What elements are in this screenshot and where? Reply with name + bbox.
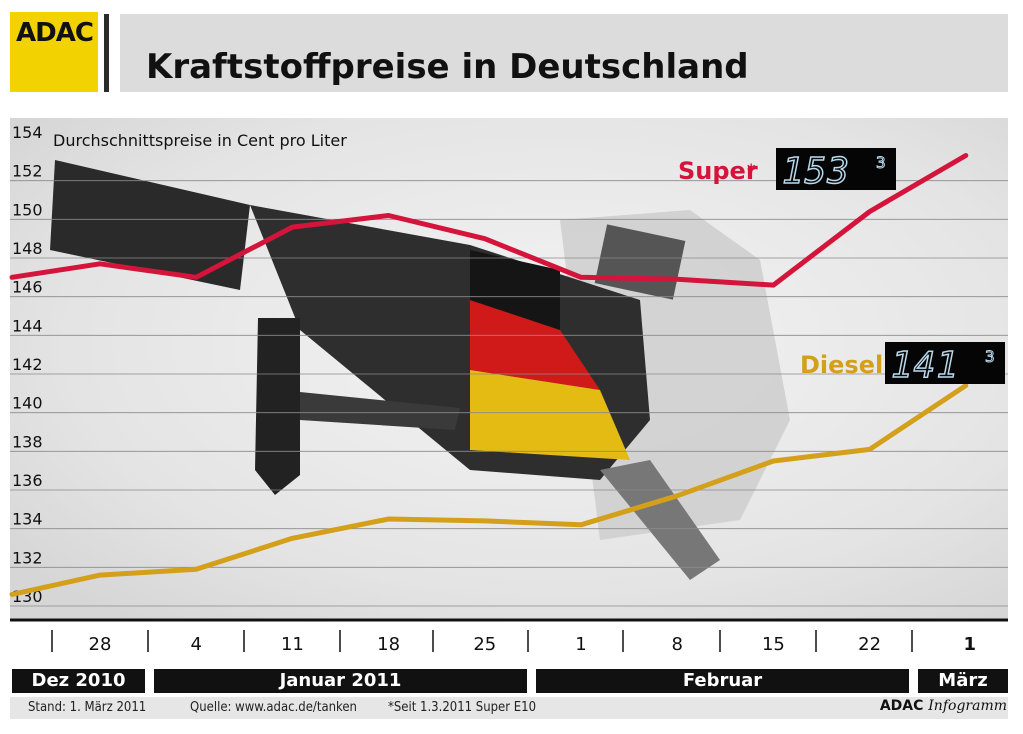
chart-subtitle: Durchschnittspreise in Cent pro Liter <box>53 131 347 150</box>
month-label-januar: Januar 2011 <box>154 669 527 693</box>
x-tick-label: 15 <box>762 634 785 655</box>
footer-note: *Seit 1.3.2011 Super E10 <box>388 700 537 715</box>
adac-logo: ADAC <box>10 12 98 92</box>
x-tick-label: 28 <box>89 634 112 655</box>
price-display-digits-super: 153 <box>782 151 850 192</box>
y-tick-label: 134 <box>12 510 43 529</box>
footer-source: Quelle: www.adac.de/tanken <box>190 700 357 715</box>
y-tick-label: 154 <box>12 123 43 142</box>
x-tick-label: 11 <box>281 634 304 655</box>
price-display-super <box>776 148 896 190</box>
nozzle-lever-shape <box>300 392 460 430</box>
series-marker-super: * <box>747 160 756 179</box>
footer-brand: ADAC Infogramm <box>879 698 1007 714</box>
y-tick-label: 138 <box>12 432 43 451</box>
x-tick-label: 25 <box>473 634 496 655</box>
hose-shape <box>50 160 250 290</box>
y-tick-label: 132 <box>12 548 43 567</box>
flag-gold-band <box>470 370 630 460</box>
x-tick-label: 1 <box>575 634 586 655</box>
x-tick-label: 22 <box>858 634 881 655</box>
footer-stand: Stand: 1. März 2011 <box>28 700 147 715</box>
y-tick-label: 148 <box>12 239 43 258</box>
y-tick-label: 136 <box>12 471 43 490</box>
y-tick-label: 144 <box>12 316 43 335</box>
title-band <box>120 14 1008 92</box>
footer-band <box>10 697 1008 719</box>
price-display-superscript-diesel: 3 <box>985 347 995 366</box>
series-line-diesel <box>9 383 969 597</box>
price-display-superscript-super: 3 <box>876 153 886 172</box>
month-label-februar: Februar <box>536 669 909 693</box>
series-label-diesel: Diesel <box>800 351 883 379</box>
flag-red-band <box>470 300 600 390</box>
x-tick-label: 4 <box>190 634 201 655</box>
y-tick-label: 146 <box>12 278 43 297</box>
x-tick-label: 18 <box>377 634 400 655</box>
price-display-diesel <box>885 342 1005 384</box>
flag-black-band <box>470 250 560 330</box>
x-tick-label: 8 <box>671 634 682 655</box>
y-tick-label: 140 <box>12 394 43 413</box>
price-display-digits-diesel: 141 <box>891 345 959 386</box>
series-line-super <box>9 153 969 288</box>
y-tick-label: 152 <box>12 162 43 181</box>
x-tick-label: 1 <box>964 634 977 655</box>
page-title: Kraftstoffpreise in Deutschland <box>146 47 749 87</box>
month-label-dez: Dez 2010 <box>12 669 145 693</box>
series-label-super: Super <box>678 157 758 185</box>
logo-divider <box>104 14 109 92</box>
y-tick-label: 150 <box>12 200 43 219</box>
y-tick-label: 142 <box>12 355 43 374</box>
nozzle-trigger-shape <box>255 318 300 495</box>
month-label-maerz: März <box>918 669 1008 693</box>
